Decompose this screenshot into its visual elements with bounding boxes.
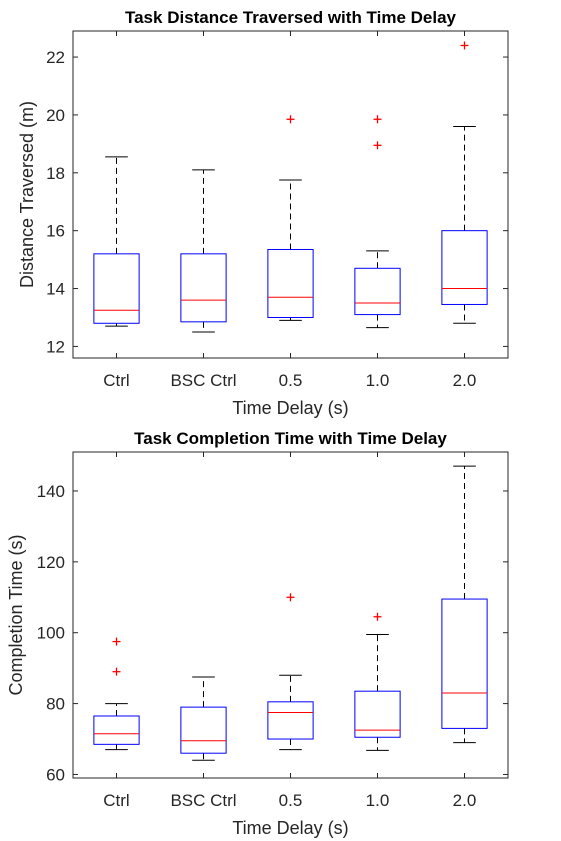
- box-2: [180, 676, 227, 761]
- box-iqr: [180, 253, 227, 323]
- y-tick-label: 80: [46, 695, 65, 714]
- y-tick-label: 18: [46, 164, 65, 183]
- box-1: [93, 637, 140, 751]
- x-tick-label: 2.0: [453, 791, 477, 810]
- outlier-marker: [286, 115, 295, 124]
- y-tick-label: 22: [46, 48, 65, 67]
- outlier-marker: [373, 115, 382, 124]
- x-axis-label: Time Delay (s): [232, 398, 348, 418]
- y-axis-label: Completion Time (s): [6, 534, 26, 695]
- box-4: [354, 612, 401, 751]
- x-tick-label: 2.0: [453, 371, 477, 390]
- box-2: [180, 169, 227, 333]
- chart-2: Task Completion Time with Time Delay 60 80…: [6, 429, 509, 838]
- x-axis-label: Time Delay (s): [232, 818, 348, 838]
- outlier-marker: [373, 612, 382, 621]
- x-tick-label: BSC Ctrl: [170, 791, 236, 810]
- y-axis-label: Distance Traversed (m): [17, 101, 37, 288]
- box-5: [441, 41, 488, 324]
- box-iqr: [267, 248, 314, 318]
- y-tick-label: 100: [37, 624, 65, 643]
- box-iqr: [354, 690, 401, 738]
- x-tick-label: 0.5: [279, 791, 303, 810]
- y-tick-label: 60: [46, 765, 65, 784]
- box-iqr: [354, 267, 401, 316]
- box-iqr: [93, 253, 140, 324]
- x-tick-label: BSC Ctrl: [170, 371, 236, 390]
- plot-area-frame: [72, 451, 509, 779]
- x-tick-label: Ctrl: [103, 791, 129, 810]
- box-1: [93, 156, 140, 327]
- outlier-marker: [112, 667, 121, 676]
- y-tick-label: 12: [46, 337, 65, 356]
- x-tick-label: 1.0: [366, 791, 390, 810]
- x-tick-label: Ctrl: [103, 371, 129, 390]
- outlier-marker: [286, 593, 295, 602]
- y-tick-label: 16: [46, 222, 65, 241]
- chart-title: Task Completion Time with Time Delay: [134, 429, 447, 448]
- box-5: [441, 465, 488, 744]
- box-4: [354, 115, 401, 329]
- chart-1: Task Distance Traversed with Time Delay 1…: [17, 8, 509, 418]
- box-iqr: [441, 598, 488, 729]
- x-tick-label: 1.0: [366, 371, 390, 390]
- outlier-marker: [112, 637, 121, 646]
- chart-title: Task Distance Traversed with Time Delay: [125, 8, 457, 27]
- box-3: [267, 593, 314, 751]
- box-iqr: [93, 715, 140, 745]
- y-tick-label: 20: [46, 106, 65, 125]
- box-iqr: [267, 701, 314, 740]
- box-iqr: [441, 230, 488, 305]
- x-tick-label: 0.5: [279, 371, 303, 390]
- y-tick-label: 140: [37, 482, 65, 501]
- box-iqr: [180, 706, 227, 754]
- outlier-marker: [460, 41, 469, 50]
- y-tick-label: 120: [37, 553, 65, 572]
- y-tick-label: 14: [46, 280, 65, 299]
- outlier-marker: [373, 141, 382, 150]
- box-3: [267, 115, 314, 321]
